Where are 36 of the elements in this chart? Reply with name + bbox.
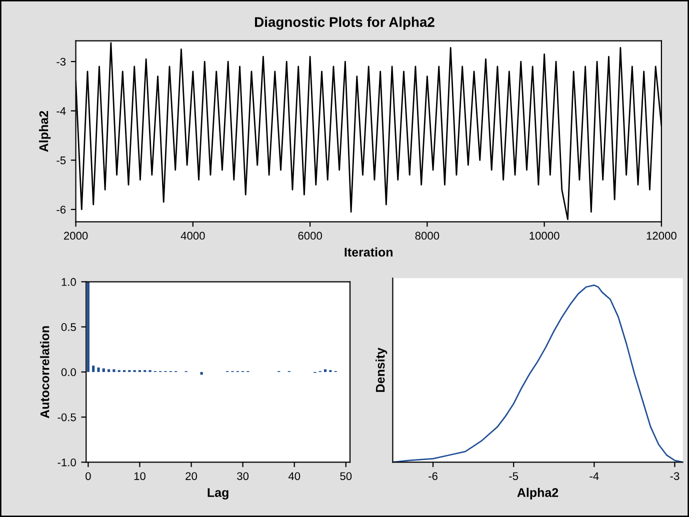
x-tick-label: 40 bbox=[288, 472, 300, 480]
x-tick-label: 6000 bbox=[298, 232, 322, 240]
y-tick-label: 1.0 bbox=[62, 278, 76, 286]
y-tick-label: -6 bbox=[56, 206, 66, 214]
bar bbox=[92, 366, 95, 372]
x-tick-label: 10000 bbox=[530, 232, 560, 240]
y-tick-label: -3 bbox=[56, 58, 66, 66]
x-tick-label: 4000 bbox=[180, 232, 205, 240]
y-tick-label: 0.5 bbox=[61, 323, 76, 332]
x-tick-label: -4 bbox=[590, 472, 599, 480]
y-tick-label: -1.0 bbox=[58, 458, 76, 466]
x-tick-label: 8000 bbox=[415, 232, 440, 240]
bar bbox=[86, 282, 90, 372]
x-tick-label: 12000 bbox=[646, 232, 676, 240]
x-tick-label: 10 bbox=[134, 472, 146, 480]
bar bbox=[97, 367, 100, 372]
x-axis-title: Alpha2 bbox=[517, 488, 558, 500]
x-axis-title: Lag bbox=[208, 488, 228, 500]
x-tick-label: -5 bbox=[509, 472, 518, 480]
x-tick-label: -6 bbox=[428, 472, 438, 480]
y-tick-label: -5 bbox=[56, 156, 66, 164]
chart-title: Diagnostic Plots for Alpha2 bbox=[255, 16, 434, 30]
y-tick-label: 0.0 bbox=[61, 368, 76, 376]
x-tick-label: 20 bbox=[186, 472, 198, 480]
x-tick-label: 50 bbox=[340, 472, 352, 480]
y-tick-label: -4 bbox=[56, 107, 66, 115]
y-axis-title: Density bbox=[376, 348, 388, 392]
x-tick-label: 2000 bbox=[64, 232, 88, 240]
y-tick-label: -0.5 bbox=[58, 413, 76, 422]
x-axis-title: Iteration bbox=[344, 247, 392, 257]
x-tick-label: -3 bbox=[670, 472, 680, 480]
y-axis-title: Autocorrelation bbox=[40, 326, 50, 418]
bar bbox=[102, 368, 105, 372]
x-tick-label: 0 bbox=[86, 472, 91, 480]
y-axis-title: Alpha2 bbox=[38, 110, 51, 152]
x-tick-label: 30 bbox=[237, 472, 249, 480]
